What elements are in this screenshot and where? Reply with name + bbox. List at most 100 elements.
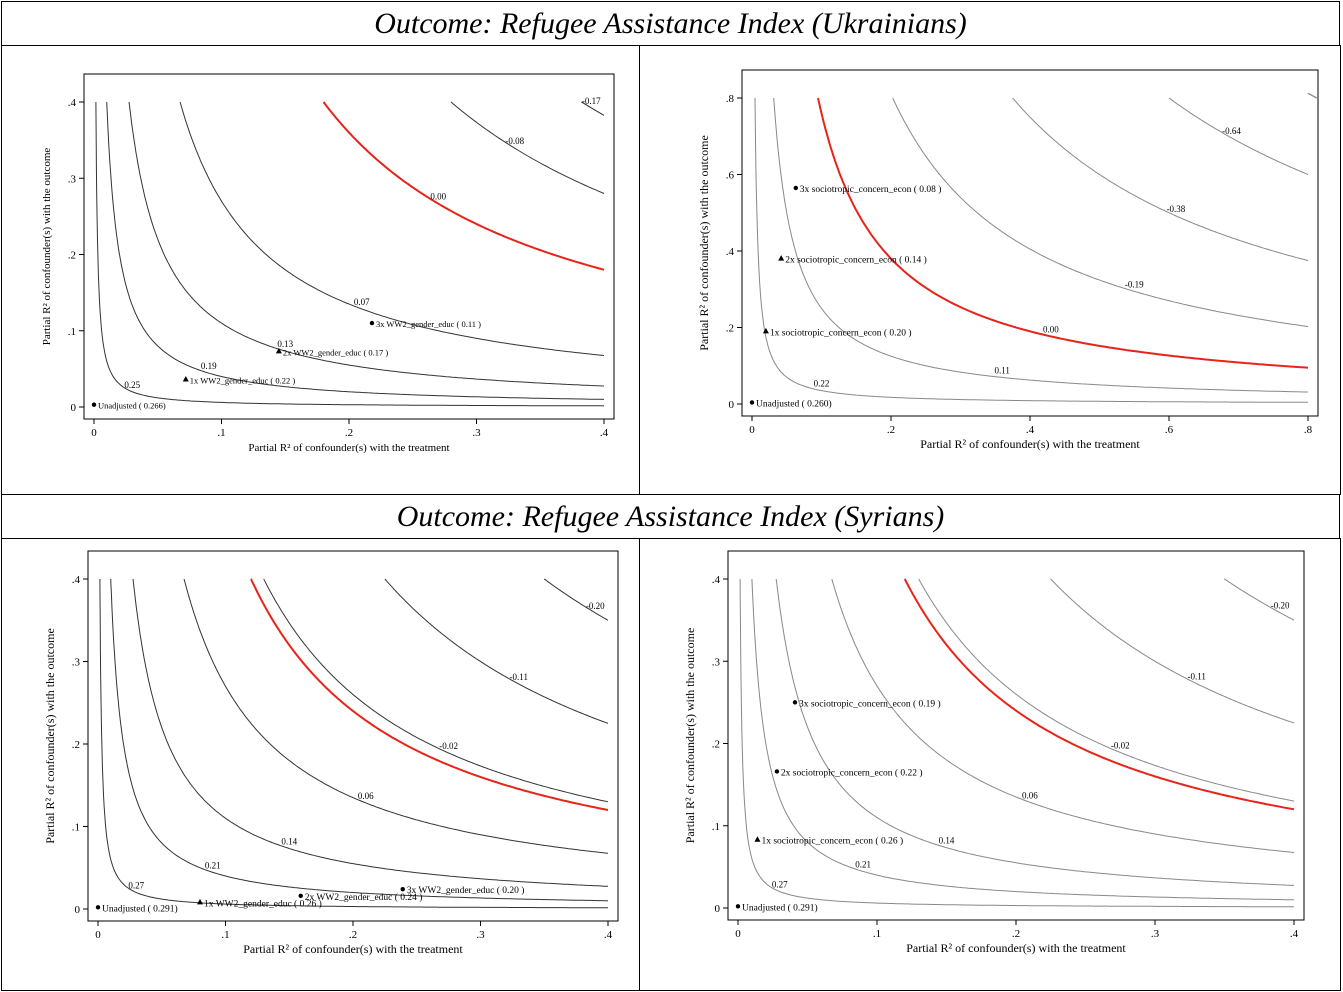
- point-marker: [275, 347, 282, 354]
- y-tick-label: .1: [68, 326, 76, 338]
- contour-line: [450, 101, 605, 194]
- point-label: Unadjusted ( 0.291): [742, 902, 818, 913]
- y-tick-label: .2: [68, 250, 76, 262]
- point-label: 1x WW2_gender_educ ( 0.22 ): [190, 376, 296, 386]
- contour-group: [754, 92, 1317, 403]
- x-tick-label: .2: [887, 424, 895, 436]
- y-axis-label: Partial R² of confounder(s) with the out…: [683, 628, 697, 844]
- contour-line: [892, 97, 1309, 327]
- y-tick-label: .4: [72, 574, 81, 586]
- x-tick-label: .1: [217, 427, 225, 439]
- y-tick-label: .2: [72, 739, 80, 751]
- contour-line: [739, 578, 1294, 908]
- contour-line: [99, 578, 608, 909]
- y-axis-label: Partial R² of confounder(s) with the out…: [41, 148, 53, 346]
- x-tick-label: .8: [1304, 424, 1313, 436]
- x-tick-label: 0: [95, 929, 101, 941]
- contour-label: 0.06: [1022, 790, 1038, 800]
- contour-label: -0.20: [586, 601, 605, 611]
- contour-label: -0.17: [582, 96, 601, 106]
- x-axis-label: Partial R² of confounder(s) with the tre…: [243, 942, 463, 956]
- contour-line: [322, 101, 605, 271]
- plot-frame: [727, 550, 1305, 921]
- contour-line: [1012, 97, 1309, 262]
- contour-label: -0.38: [1167, 204, 1186, 214]
- plot-frame: [83, 73, 615, 420]
- chart-ukr-right: 0 .2 .4 .6 .8 0 .2 .4 .6 .8 Partial R² of confound…: [697, 69, 1319, 451]
- point-marker: [735, 904, 741, 909]
- contour-line: [918, 578, 1295, 802]
- contour-label: 0.21: [855, 859, 871, 869]
- point-marker: [749, 400, 755, 405]
- contour-label: -0.19: [1125, 279, 1144, 289]
- point-label: 3x WW2_gender_educ ( 0.11 ): [376, 319, 481, 329]
- contour-line: [183, 579, 609, 854]
- contour-line: [132, 579, 609, 887]
- contour-line: [1224, 578, 1295, 621]
- y-tick-label: 0: [715, 903, 721, 915]
- y-tick-label: .4: [68, 97, 77, 109]
- point-marker: [182, 376, 189, 382]
- x-tick-label: .4: [1026, 424, 1035, 436]
- contour-label: 0.14: [281, 837, 297, 847]
- contour-line: [581, 101, 605, 116]
- chart-ukr-left: 0 .1 .2 .3 .4 0 .1 .2 .3 .4 Partial R² of confound…: [41, 73, 615, 454]
- contour-line: [1168, 97, 1309, 175]
- point-label: Unadjusted ( 0.266): [98, 401, 166, 411]
- contour-line: [775, 578, 1295, 886]
- y-tick-label: .3: [72, 657, 81, 669]
- x-tick-label: .3: [476, 929, 485, 941]
- point-label: 2x WW2_gender_educ ( 0.24 ): [305, 892, 423, 903]
- contour-label: 0.00: [1043, 324, 1059, 334]
- point-marker: [793, 185, 798, 191]
- header-syrians: Outcome: Refugee Assistance Index (Syria…: [1, 494, 1340, 539]
- contour-line: [754, 97, 1308, 403]
- point-marker: [762, 327, 769, 334]
- contour-line: [903, 578, 1295, 811]
- point-marker: [95, 905, 101, 910]
- point-marker: [91, 402, 97, 407]
- point-label: 2x sociotropic_concern_econ ( 0.22 ): [781, 767, 923, 778]
- contour-group: [95, 101, 605, 407]
- panel-ukr-right: 0 .2 .4 .6 .8 0 .2 .4 .6 .8 Partial R² of confound…: [639, 45, 1341, 495]
- contour-line: [1307, 92, 1317, 99]
- x-tick-label: 0: [735, 928, 741, 940]
- contour-label: 0.19: [201, 361, 217, 371]
- chart-syr-left: 0 .1 .2 .3 .4 0 .1 .2 .3 .4 Partial R² of confound…: [43, 550, 619, 956]
- y-tick-label: .4: [712, 574, 721, 586]
- contour-label: -0.20: [1271, 601, 1290, 611]
- contour-label: 0.13: [277, 339, 293, 349]
- x-tick-label: .4: [1290, 928, 1299, 940]
- contour-line: [179, 102, 605, 356]
- point-marker: [774, 769, 780, 774]
- x-tick-label: .4: [600, 427, 609, 439]
- point-marker: [792, 700, 798, 705]
- y-tick-label: .8: [726, 93, 735, 105]
- contour-line: [817, 97, 1309, 369]
- x-axis-label: Partial R² of confounder(s) with the tre…: [920, 437, 1140, 451]
- contour-label: 0.07: [354, 297, 370, 307]
- contour-group: [739, 578, 1295, 908]
- contour-label: -0.11: [1187, 672, 1205, 682]
- x-tick-label: .4: [604, 929, 613, 941]
- header-ukrainians: Outcome: Refugee Assistance Index (Ukrai…: [1, 1, 1340, 46]
- plot-frame: [87, 550, 619, 922]
- plot-frame: [741, 69, 1319, 417]
- x-axis-label: Partial R² of confounder(s) with the tre…: [248, 442, 449, 454]
- y-tick-label: 0: [729, 399, 735, 411]
- y-axis-label: Partial R² of confounder(s) with the out…: [43, 628, 57, 844]
- y-tick-label: .1: [712, 821, 720, 833]
- y-tick-label: 0: [71, 402, 77, 414]
- point-label: 1x WW2_gender_educ ( 0.26 ): [204, 898, 322, 909]
- contour-label: 0.22: [814, 379, 830, 389]
- point-marker: [400, 887, 405, 892]
- contour-label: 0.21: [205, 860, 221, 870]
- contour-line: [95, 101, 605, 407]
- contour-line: [751, 578, 1295, 901]
- point-label: Unadjusted ( 0.260): [756, 398, 832, 409]
- contour-line: [263, 578, 609, 803]
- contour-label: 0.11: [994, 365, 1009, 375]
- x-tick-label: 0: [749, 424, 755, 436]
- x-tick-label: .3: [472, 427, 481, 439]
- contour-group: [99, 578, 609, 909]
